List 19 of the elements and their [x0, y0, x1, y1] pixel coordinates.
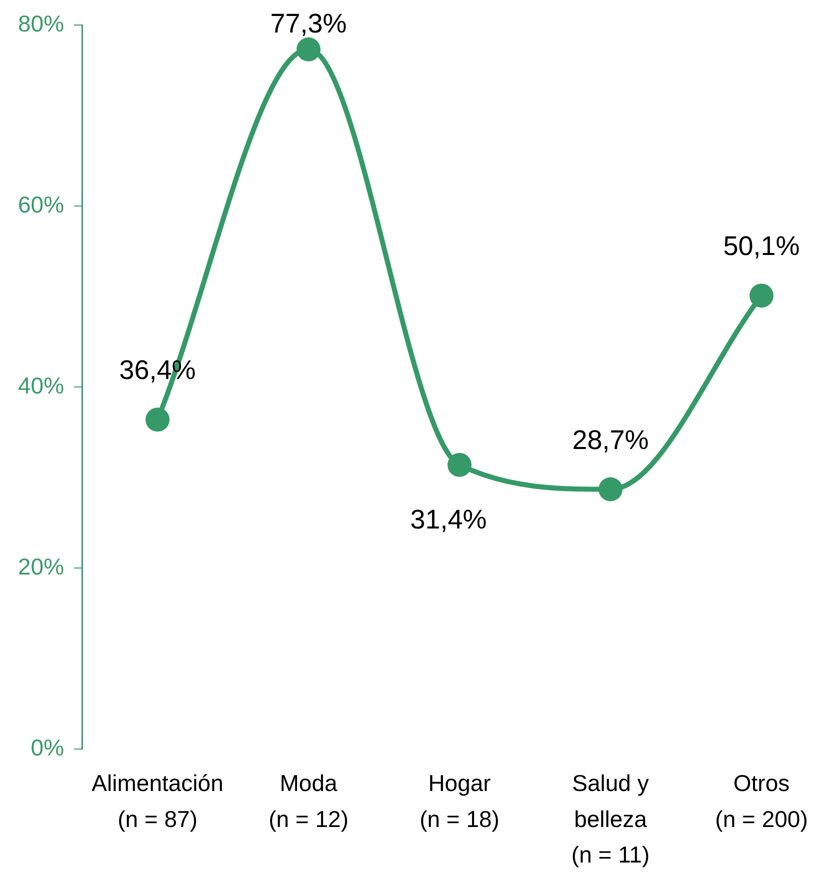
point [750, 284, 774, 308]
y-tick-label: 80% [18, 10, 64, 36]
data-label: 31,4% [410, 504, 487, 534]
y-tick-label: 40% [18, 372, 64, 398]
x-tick-label: Alimentación (n = 87) [92, 770, 224, 832]
x-tick-label: Salud y belleza (n = 11) [571, 770, 650, 868]
y-tick-label: 60% [18, 191, 64, 218]
point [296, 37, 321, 62]
x-tick-label: Hogar (n = 18) [420, 770, 500, 832]
x-tick-label: Otros (n = 200) [715, 770, 808, 832]
point [598, 477, 623, 502]
data-label: 77,3% [270, 8, 347, 38]
data-label: 28,7% [572, 424, 649, 455]
x-tick-label: Moda (n = 12) [268, 770, 348, 832]
point [146, 408, 170, 432]
y-tick-label: 20% [18, 553, 64, 580]
data-label: 50,1% [723, 231, 800, 262]
y-tick-label: 0% [30, 734, 64, 760]
point [448, 452, 472, 477]
